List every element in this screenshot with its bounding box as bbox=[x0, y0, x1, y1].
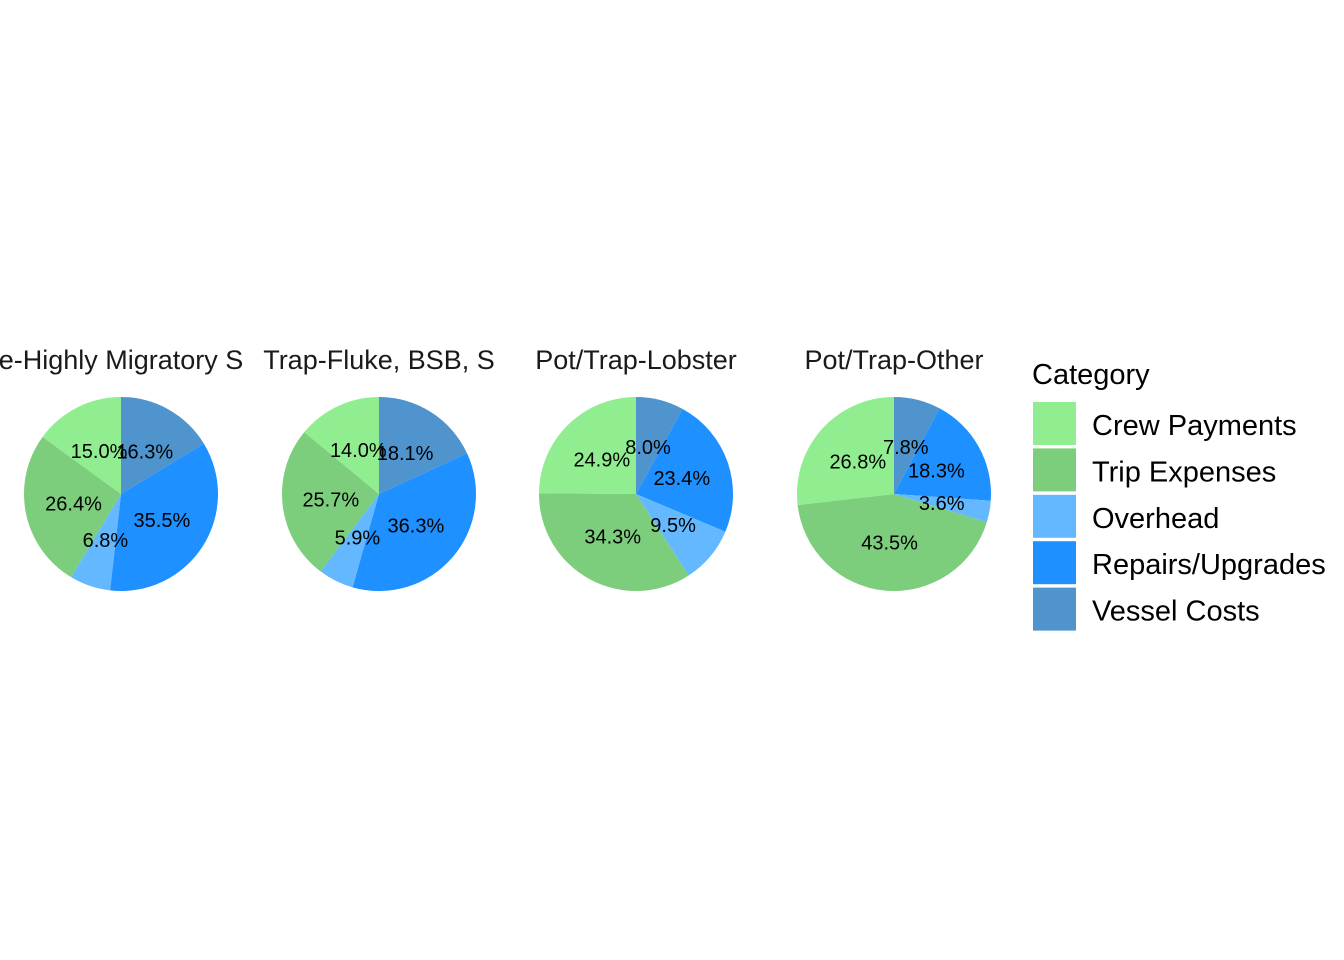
slice-label: 15.0% bbox=[71, 441, 128, 463]
pie-slice bbox=[894, 397, 940, 494]
pie-slice bbox=[281, 432, 379, 572]
legend-item: Crew Payments bbox=[1033, 402, 1297, 445]
legend-item: Overhead bbox=[1033, 494, 1219, 538]
pie-slice bbox=[24, 436, 121, 578]
pie-slice bbox=[121, 397, 204, 494]
pie-slice bbox=[42, 397, 121, 494]
panel-title: Trap-Fluke, BSB, S bbox=[263, 345, 495, 375]
slice-label: 26.4% bbox=[45, 494, 102, 516]
pie-slice bbox=[894, 408, 992, 501]
slice-label: 18.3% bbox=[908, 461, 965, 483]
legend-label: Vessel Costs bbox=[1092, 596, 1260, 628]
slice-label: 25.7% bbox=[302, 490, 359, 512]
legend-swatch bbox=[1033, 494, 1076, 538]
slice-label: 26.8% bbox=[829, 452, 886, 474]
pie-slice bbox=[352, 453, 477, 592]
slice-label: 9.5% bbox=[650, 515, 696, 537]
legend-item: Vessel Costs bbox=[1033, 587, 1260, 631]
slice-label: 34.3% bbox=[584, 527, 641, 549]
legend-label: Overhead bbox=[1092, 503, 1219, 535]
pie-panel: Pot/Trap-Lobster 8.0% 23.4% 9.5% 34.3% 24.9% bbox=[535, 345, 737, 592]
legend-label: Repairs/Upgrades bbox=[1092, 549, 1326, 581]
pie-slice bbox=[797, 494, 987, 591]
slice-label: 7.8% bbox=[883, 437, 929, 459]
legend-swatch bbox=[1033, 448, 1076, 492]
pie-slice bbox=[71, 494, 121, 591]
slice-label: 8.0% bbox=[625, 437, 671, 459]
pie-slice bbox=[379, 397, 468, 494]
legend-title: Category bbox=[1032, 359, 1150, 391]
slice-label: 3.6% bbox=[919, 493, 965, 515]
pie-slice bbox=[796, 397, 894, 505]
panel-title: Pot/Trap-Other bbox=[804, 345, 983, 375]
slice-label: 36.3% bbox=[388, 516, 445, 538]
slice-label: 35.5% bbox=[134, 510, 191, 532]
legend-item: Trip Expenses bbox=[1033, 448, 1276, 492]
pie-slice bbox=[110, 443, 218, 591]
legend-label: Crew Payments bbox=[1092, 410, 1297, 442]
panel-title: e-Highly Migratory S bbox=[0, 345, 243, 375]
pie-slice bbox=[304, 397, 379, 494]
pie-panel: e-Highly Migratory S 16.3% 35.5%6.8% 26.4% 1… bbox=[0, 345, 243, 591]
slice-label: 6.8% bbox=[83, 530, 129, 552]
slice-label: 24.9% bbox=[573, 450, 630, 472]
legend: Category Crew Payments Trip Expenses Overh… bbox=[1032, 359, 1326, 631]
pie-slice bbox=[538, 493, 689, 592]
slice-label: 23.4% bbox=[653, 468, 710, 490]
legend-swatch bbox=[1033, 402, 1076, 445]
pie-panel: Pot/Trap-Other 7.8%18.3% 3.6%43.5% 26.8% bbox=[796, 345, 992, 591]
pie-panel: Trap-Fluke, BSB, S 18.1% 36.3% 5.9% 25.7% 14.… bbox=[263, 345, 495, 592]
panel-title: Pot/Trap-Lobster bbox=[535, 345, 737, 375]
pie-slice bbox=[539, 397, 636, 494]
pie-slice bbox=[894, 494, 991, 523]
pie-slice bbox=[636, 408, 734, 532]
pie-panels: e-Highly Migratory S 16.3% 35.5%6.8% 26.4% 1… bbox=[0, 345, 992, 592]
slice-label: 18.1% bbox=[377, 443, 434, 465]
pie-slice bbox=[636, 494, 726, 576]
slice-label: 5.9% bbox=[335, 527, 381, 549]
legend-swatch bbox=[1033, 541, 1076, 585]
legend-item: Repairs/Upgrades bbox=[1033, 541, 1326, 585]
legend-swatch bbox=[1033, 587, 1076, 631]
slice-label: 14.0% bbox=[330, 440, 387, 462]
legend-label: Trip Expenses bbox=[1092, 456, 1276, 488]
slice-label: 43.5% bbox=[861, 532, 918, 554]
pie-slice bbox=[636, 397, 683, 494]
pie-slice bbox=[320, 494, 379, 588]
slice-label: 16.3% bbox=[116, 442, 173, 464]
